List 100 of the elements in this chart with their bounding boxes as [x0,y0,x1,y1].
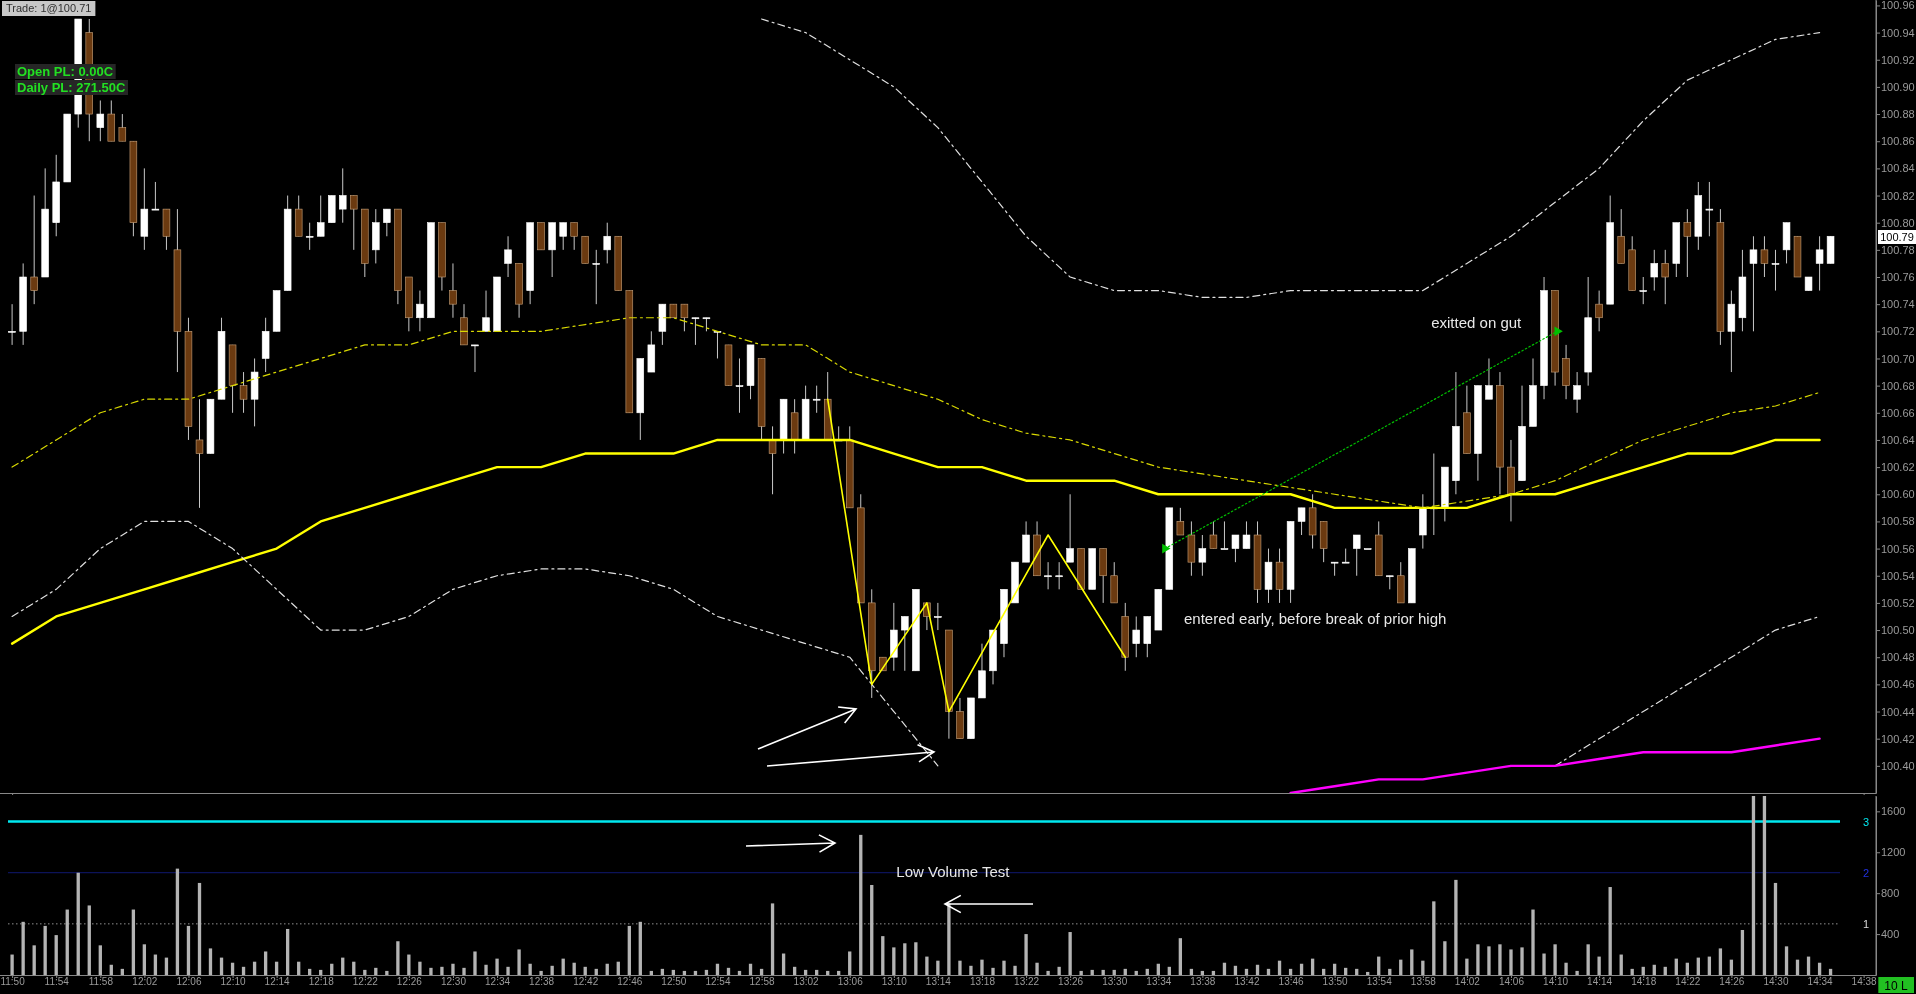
bar [186,925,191,975]
x-tick-label: 13:50 [1322,976,1349,987]
candlestick [1209,520,1218,550]
x-tick-label: 13:30 [1102,976,1128,987]
bar [1035,962,1039,975]
x-tick-label: 13:18 [969,976,996,987]
x-tick-label: 12:50 [661,976,687,987]
y-tick-label: 1600 [1881,805,1906,818]
x-tick-label: 13:58 [1410,976,1437,987]
y-tick-label: 100.62 [1881,461,1915,474]
bar [10,954,14,975]
candlestick [8,303,16,346]
bar [1718,948,1723,975]
bar [429,967,433,975]
x-tick-label: 12:30 [440,976,467,987]
x-tick-label: 12:10 [220,976,247,987]
x-tick-label: 14:26 [1719,976,1745,987]
bar [958,960,962,975]
bar [1024,934,1028,975]
bar [1355,968,1359,975]
bar [980,959,984,975]
y-tick-label: 100.46 [1881,678,1915,691]
bar [462,967,466,975]
bar [407,954,411,975]
bar [1487,946,1491,975]
line-series [11,317,1821,509]
bar [1553,944,1557,975]
x-tick-label: 14:38 [1851,976,1878,987]
bar [925,956,929,975]
bar [1002,960,1006,975]
candlestick [118,113,127,142]
x-tick-label: 13:22 [1014,976,1040,987]
text: 100.79 [1880,231,1914,243]
candlestick [570,222,578,251]
bar [1189,968,1194,975]
bar [1244,968,1249,975]
bar [936,960,940,975]
bar [1233,965,1238,975]
x-tick-label: 12:18 [308,976,335,987]
y-tick-label: 100.66 [1881,406,1915,419]
bar [1608,887,1612,975]
candlestick [1297,507,1306,536]
bar [175,868,180,975]
bar [759,968,764,975]
bar [991,967,995,975]
bar [1366,971,1370,975]
candlestick [482,290,490,332]
candlestick [1661,249,1669,305]
bar [1575,970,1579,975]
y-tick-label: 100.74 [1881,298,1915,311]
x-tick-label: 12:34 [485,976,511,987]
candlestick [1760,235,1769,278]
bar [197,882,202,975]
y-tick-label: 100.40 [1881,759,1915,772]
annotation: Daily PL: 271.50C [17,80,126,95]
candlestick [316,195,325,237]
x-tick-label: 13:42 [1234,976,1260,987]
x-tick-label: 13:46 [1278,976,1305,987]
candlestick [1066,493,1074,563]
bar [120,968,124,975]
bar [859,834,863,975]
candlestick [1132,615,1140,658]
bar [285,928,290,975]
candlestick [735,357,744,414]
bar [1586,944,1590,975]
bar [1509,949,1513,975]
y-tick-label: 100.48 [1881,651,1915,664]
bar [1288,968,1293,975]
x-tick-label: 14:06 [1498,976,1525,987]
bar [1432,901,1436,975]
bar [1520,947,1524,975]
bar [1762,796,1767,975]
y-tick-label: 400 [1881,928,1900,941]
bar [396,941,400,975]
bar [1388,968,1392,975]
y-tick-label: 100.44 [1881,705,1915,718]
bar [484,964,488,975]
x-tick-label: 12:42 [573,976,599,987]
candlestick [471,344,479,373]
bar [638,921,642,975]
candlestick [1485,357,1493,400]
candlestick [1220,520,1229,550]
bar [451,963,455,975]
candlestick [339,167,347,224]
y-tick-label: 1200 [1881,846,1906,859]
bar [517,949,521,975]
bar [539,970,543,975]
bar [87,905,91,975]
x-tick-label: 12:54 [705,976,731,987]
candlestick [449,262,457,319]
x-tick-label: 13:26 [1058,976,1084,987]
candlestick [1650,249,1659,292]
y-tick-label: 800 [1881,887,1900,900]
candlestick [416,290,424,332]
bar [848,951,852,975]
bar [1597,956,1601,975]
bar [65,909,69,975]
candlestick [812,385,821,414]
x-tick-label: 13:34 [1146,976,1172,987]
bar [1740,929,1745,975]
